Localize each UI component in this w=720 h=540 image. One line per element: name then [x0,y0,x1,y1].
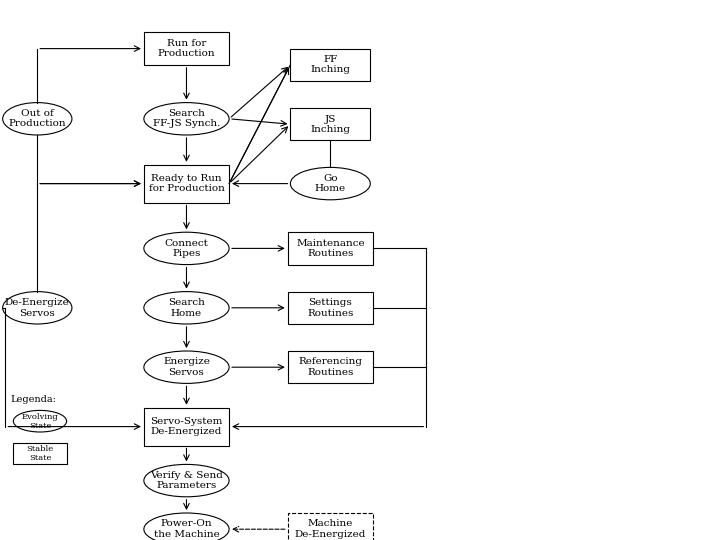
Text: Settings
Routines: Settings Routines [307,298,354,318]
Ellipse shape [144,513,229,540]
Text: Legenda:: Legenda: [11,395,57,404]
FancyBboxPatch shape [144,165,229,202]
Text: Go
Home: Go Home [315,174,346,193]
Text: Search
Home: Search Home [168,298,205,318]
Text: Connect
Pipes: Connect Pipes [165,239,208,258]
Text: Run for
Production: Run for Production [158,39,215,58]
Text: Stable
State: Stable State [27,445,53,462]
Ellipse shape [144,232,229,265]
Text: Evolving
State: Evolving State [22,413,58,430]
Text: FF
Inching: FF Inching [310,55,351,75]
FancyBboxPatch shape [288,292,373,324]
Ellipse shape [144,351,229,383]
Text: Motion
Application
Flow Chart: Motion Application Flow Chart [555,115,698,187]
Bar [14,443,66,464]
Ellipse shape [13,410,66,432]
FancyBboxPatch shape [144,408,229,445]
FancyBboxPatch shape [288,351,373,383]
Ellipse shape [144,292,229,324]
FancyBboxPatch shape [290,49,370,81]
Text: Energize
Servos: Energize Servos [163,357,210,377]
Text: Referencing
Routines: Referencing Routines [298,357,362,377]
Text: Verify & Send
Parameters: Verify & Send Parameters [150,471,223,490]
Text: Maintenance
Routines: Maintenance Routines [296,239,364,258]
Ellipse shape [3,103,72,135]
Text: Power-On
the Machine: Power-On the Machine [153,519,220,539]
Ellipse shape [290,167,370,200]
FancyBboxPatch shape [288,232,373,265]
Text: Out of
Production: Out of Production [9,109,66,129]
Text: Machine
De-Energized: Machine De-Energized [294,519,366,539]
Text: JS
Inching: JS Inching [310,114,351,134]
Ellipse shape [144,103,229,135]
Text: Servo-System
De-Energized: Servo-System De-Energized [150,417,222,436]
FancyBboxPatch shape [144,32,229,65]
Text: Search
FF-JS Synch.: Search FF-JS Synch. [153,109,220,129]
FancyBboxPatch shape [288,513,373,540]
FancyBboxPatch shape [290,108,370,140]
Ellipse shape [144,464,229,497]
Ellipse shape [3,292,72,324]
Text: Mechatronics: Mechatronics [585,501,668,514]
Text: Ready to Run
for Production: Ready to Run for Production [148,174,225,193]
Text: De-Energize
Servos: De-Energize Servos [5,298,70,318]
